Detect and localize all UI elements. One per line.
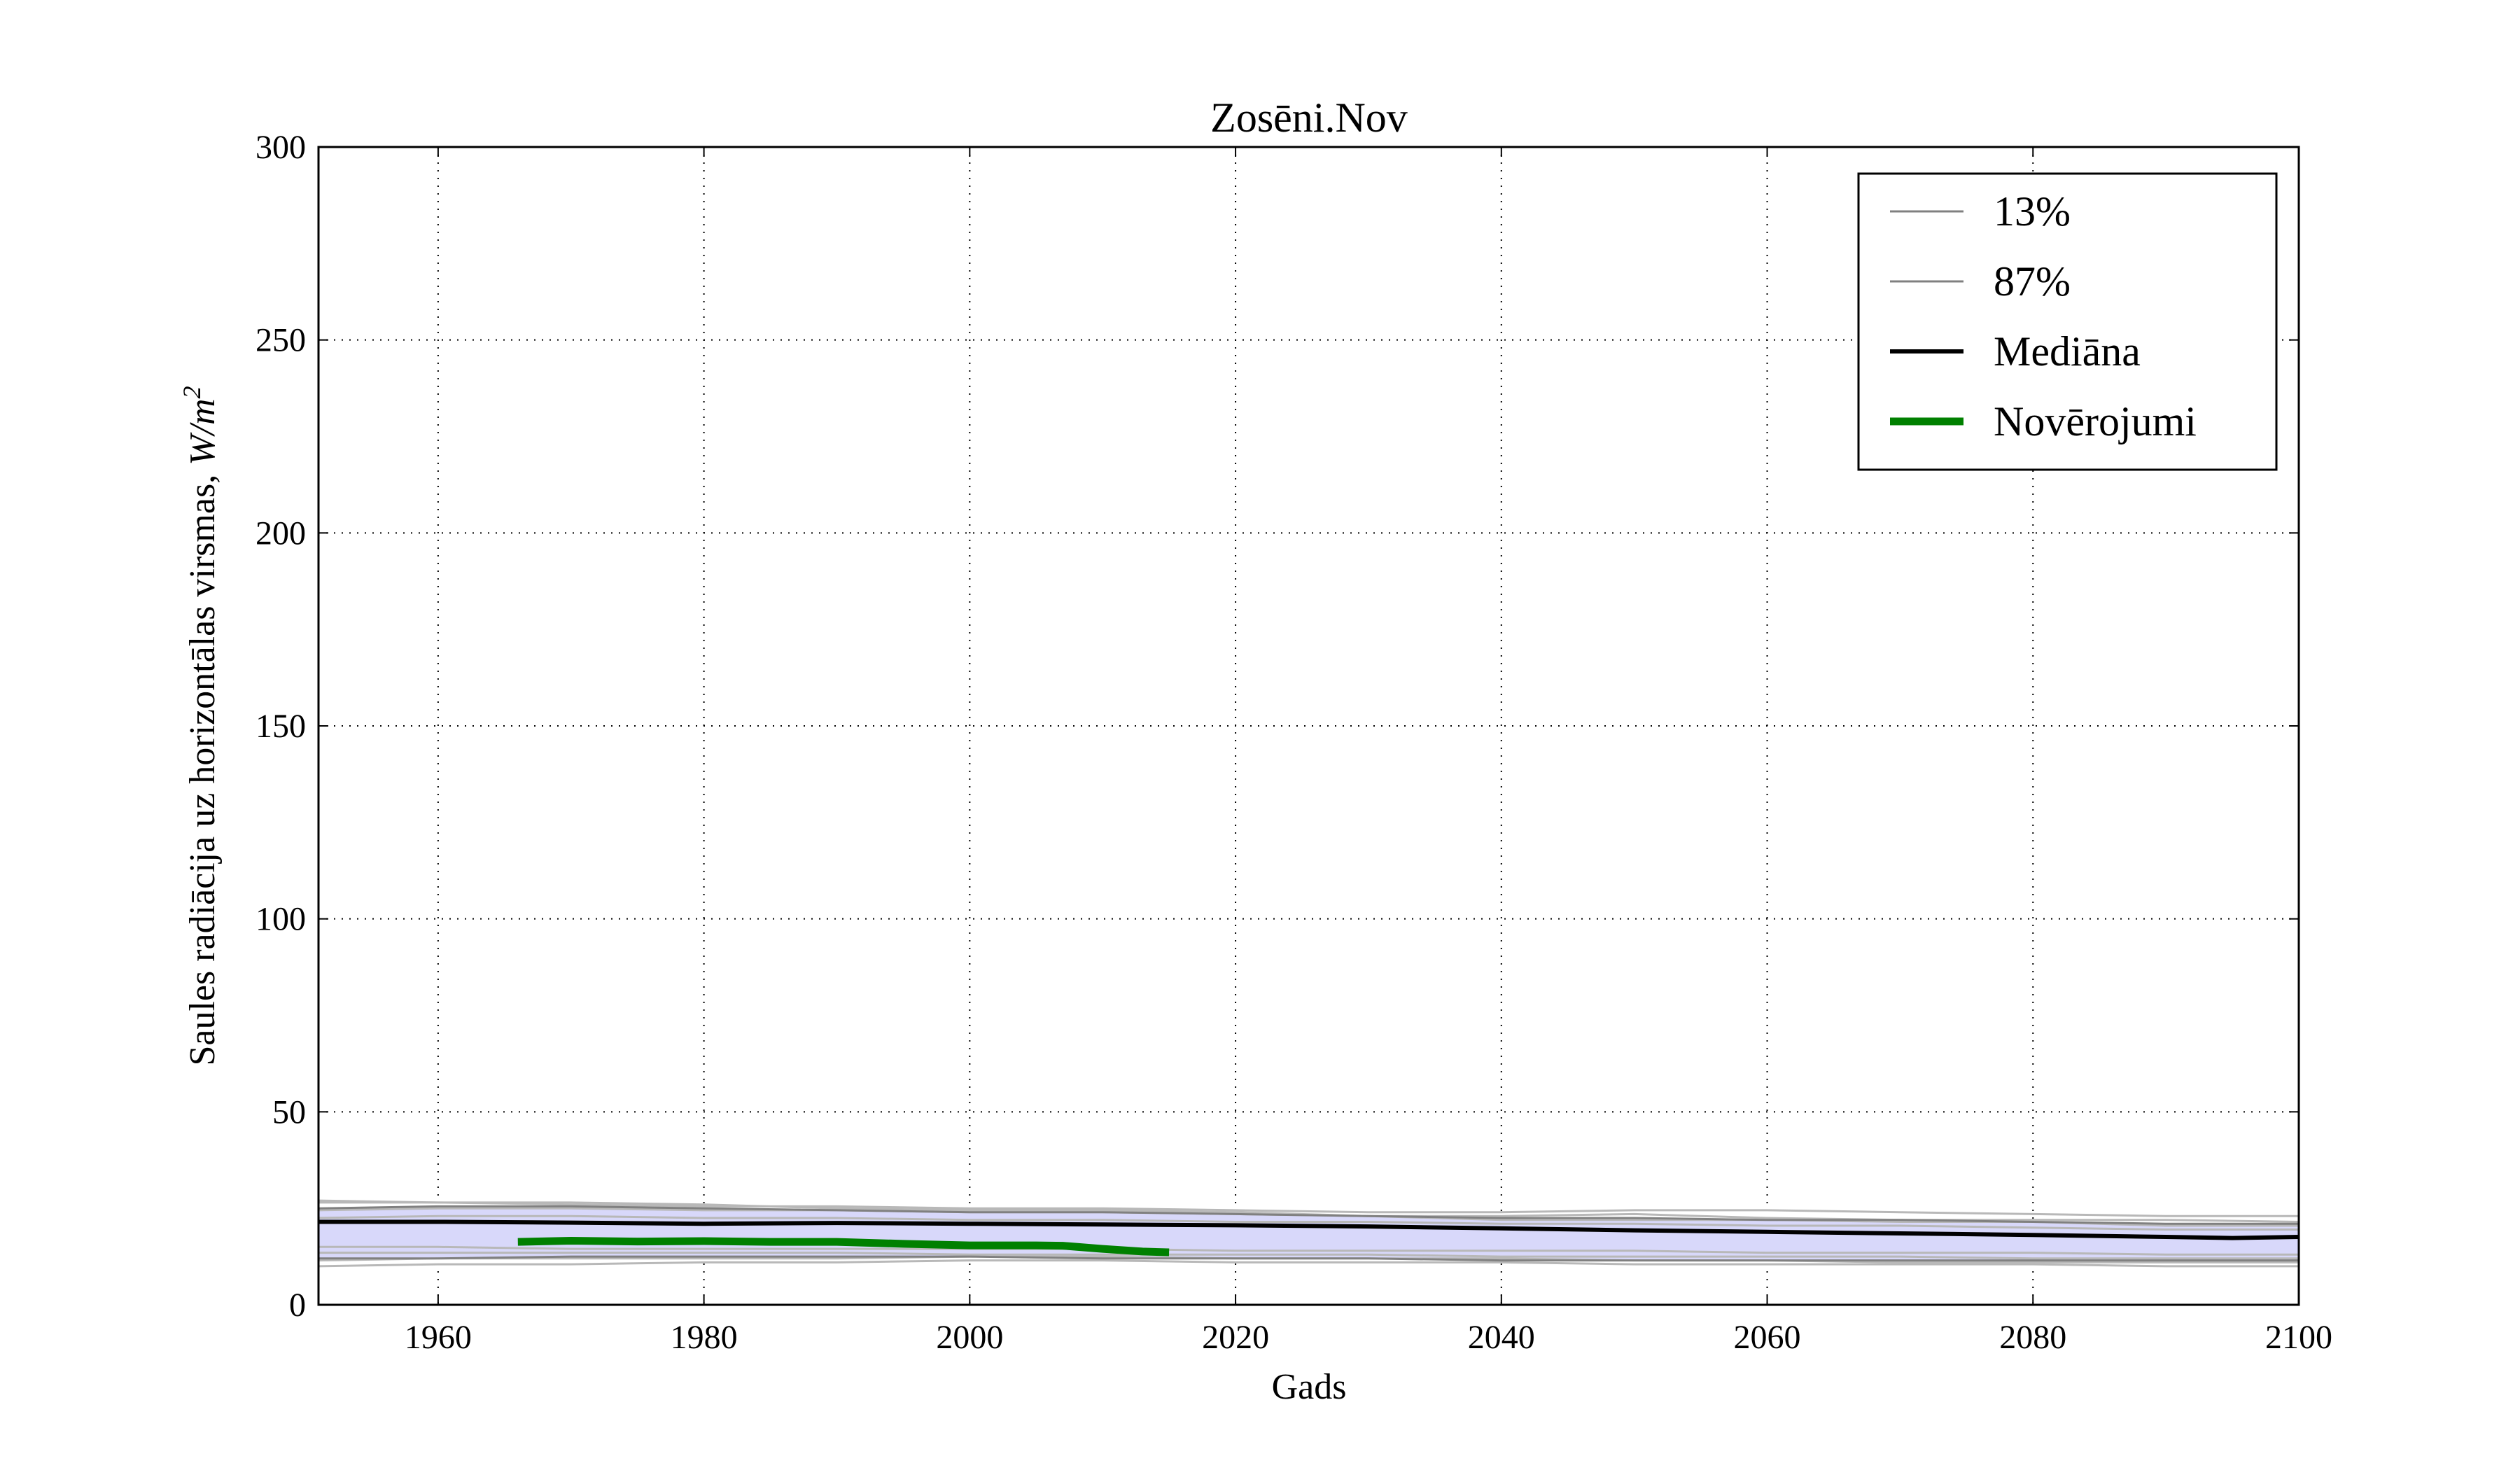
legend-label: Novērojumi [1994, 398, 2197, 444]
y-tick-label: 50 [272, 1093, 306, 1130]
legend: 13% 87% Mediāna Novērojumi [1857, 172, 2278, 471]
x-axis-label: Gads [1272, 1367, 1347, 1407]
x-axis-ticks: 1960 1980 2000 2020 2040 2060 2080 2100 [405, 147, 2332, 1356]
x-tick-label: 2040 [1468, 1319, 1535, 1356]
x-tick-label: 2020 [1202, 1319, 1269, 1356]
y-tick-label: 300 [255, 129, 306, 166]
observations-line [517, 1237, 1170, 1256]
legend-label: Mediāna [1994, 328, 2141, 374]
y-axis-label-unit: W/m [183, 398, 223, 465]
series-lines [318, 1205, 2300, 1262]
median-line [318, 1219, 2300, 1240]
chart-title: Zosēni.Nov [1210, 94, 1408, 141]
x-tick-label: 2100 [2265, 1319, 2332, 1356]
ensemble-member-line [318, 1245, 2299, 1256]
percentile-87-line [318, 1205, 2299, 1225]
ensemble-member-line [318, 1259, 2299, 1268]
y-axis-label-text: Saules radiācija uz horizontālas virsmas… [183, 465, 223, 1066]
ensemble-member-line [318, 1214, 2299, 1231]
x-tick-label: 2060 [1734, 1319, 1801, 1356]
y-axis-label: Saules radiācija uz horizontālas virsmas… [178, 386, 223, 1065]
x-tick-label: 1980 [671, 1319, 738, 1356]
y-tick-label: 0 [289, 1287, 306, 1324]
x-tick-label: 2080 [1999, 1319, 2066, 1356]
y-tick-label: 150 [255, 708, 306, 745]
y-axis-label-unit-exponent: 2 [178, 386, 206, 398]
percentile-13-line [318, 1255, 2299, 1262]
x-tick-label: 1960 [405, 1319, 472, 1356]
y-tick-label: 100 [255, 901, 306, 938]
x-tick-label: 2000 [936, 1319, 1003, 1356]
grid [318, 147, 2299, 1305]
legend-label: 13% [1994, 188, 2071, 234]
y-axis-ticks: 0 50 100 150 200 250 300 [255, 129, 2299, 1324]
ensemble-member-line [318, 1252, 2299, 1260]
y-tick-label: 250 [255, 322, 306, 359]
y-tick-label: 200 [255, 514, 306, 552]
legend-label: 87% [1994, 258, 2071, 304]
ensemble-member-line [318, 1199, 2299, 1217]
